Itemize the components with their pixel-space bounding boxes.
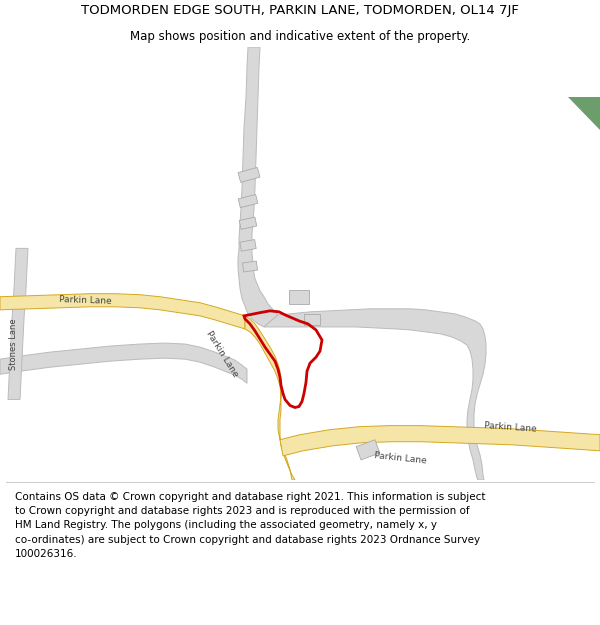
Polygon shape	[289, 289, 309, 304]
Polygon shape	[356, 440, 380, 460]
Text: Parkin Lane: Parkin Lane	[484, 421, 536, 434]
Text: TODMORDEN EDGE SOUTH, PARKIN LANE, TODMORDEN, OL14 7JF: TODMORDEN EDGE SOUTH, PARKIN LANE, TODMO…	[81, 4, 519, 17]
Polygon shape	[0, 343, 247, 383]
Polygon shape	[239, 217, 257, 229]
Polygon shape	[245, 316, 295, 480]
Polygon shape	[242, 261, 257, 272]
Polygon shape	[0, 294, 245, 329]
Polygon shape	[264, 309, 486, 480]
Text: Parkin Lane: Parkin Lane	[204, 329, 240, 379]
Polygon shape	[568, 98, 600, 129]
Polygon shape	[240, 239, 256, 251]
Text: Contains OS data © Crown copyright and database right 2021. This information is : Contains OS data © Crown copyright and d…	[15, 492, 485, 559]
Polygon shape	[304, 314, 320, 326]
Polygon shape	[238, 47, 278, 327]
Polygon shape	[280, 426, 600, 456]
Text: Parkin Lane: Parkin Lane	[373, 451, 427, 465]
Polygon shape	[238, 194, 258, 208]
Polygon shape	[238, 168, 260, 182]
Text: Map shows position and indicative extent of the property.: Map shows position and indicative extent…	[130, 30, 470, 43]
Text: Parkin Lane: Parkin Lane	[59, 296, 112, 306]
Polygon shape	[8, 248, 28, 399]
Text: Stones Lane: Stones Lane	[10, 318, 19, 370]
